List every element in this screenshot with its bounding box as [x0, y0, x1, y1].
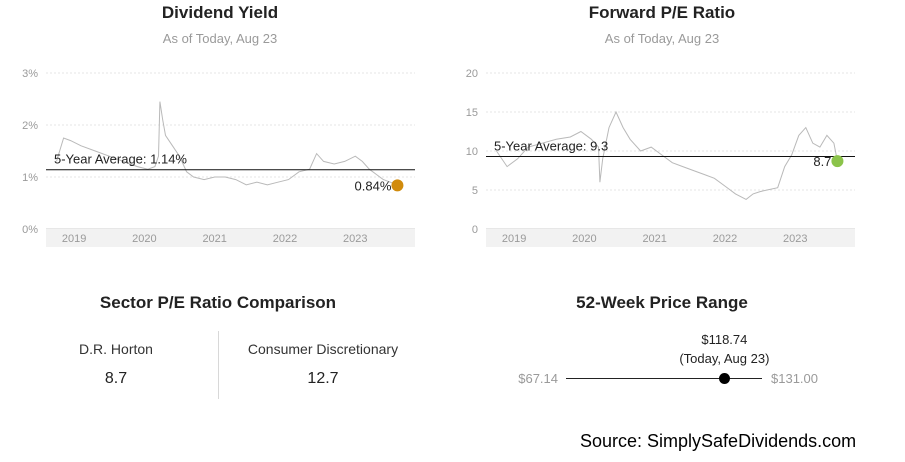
- y-tick-label: 0: [472, 224, 478, 236]
- dividend-yield-chart: 3% 2% 1% 0% 2019 2020 2021 2022 2023 5-Year Avera…: [22, 68, 415, 247]
- x-tick-label: 2023: [343, 233, 367, 245]
- plot-area: [46, 73, 415, 229]
- y-tick-label: 0%: [22, 224, 38, 236]
- x-tick-label: 2019: [62, 233, 86, 245]
- average-label: 5-Year Average: 9.3: [494, 138, 608, 153]
- last-value-label: 8.7: [813, 154, 831, 169]
- y-tick-label: 5: [472, 185, 478, 197]
- company-pe-value: 8.7: [104, 370, 128, 387]
- forward-pe-subtitle: As of Today, Aug 23: [604, 31, 720, 46]
- y-tick-label: 15: [466, 107, 478, 119]
- dividend-yield-subtitle: As of Today, Aug 23: [162, 31, 278, 46]
- series-line: [56, 101, 398, 186]
- current-price: $118.74: [701, 332, 748, 347]
- company-name: D.R. Horton: [79, 341, 153, 357]
- forward-pe-chart: 20 15 10 5 0 2019 2020 2021 2022 2023 5-Year Avera…: [466, 68, 855, 247]
- dividend-yield-title: Dividend Yield: [161, 3, 279, 22]
- y-tick-label: 10: [466, 146, 478, 158]
- range-low-label: $67.14: [518, 371, 558, 386]
- last-value-dot: [831, 155, 844, 168]
- y-tick-label: 3%: [22, 68, 38, 80]
- x-tick-label: 2019: [502, 233, 526, 245]
- y-tick-label: 2%: [22, 120, 38, 132]
- x-tick-label: 2020: [572, 233, 596, 245]
- x-axis-band: [486, 229, 855, 247]
- x-axis-band: [46, 229, 415, 247]
- source-credit: Source: SimplySafeDividends.com: [580, 431, 857, 451]
- x-tick-label: 2021: [642, 233, 666, 245]
- price-range-title: 52-Week Price Range: [576, 293, 748, 312]
- x-tick-label: 2022: [713, 233, 737, 245]
- sector-comparison-title: Sector P/E Ratio Comparison: [99, 293, 337, 312]
- y-tick-label: 20: [466, 68, 478, 80]
- range-high-label: $131.00: [771, 371, 818, 386]
- sector-name: Consumer Discretionary: [247, 341, 399, 357]
- series-line: [496, 110, 838, 200]
- sector-pe-value: 12.7: [307, 370, 339, 387]
- range-track: [566, 378, 762, 379]
- last-value-dot: [391, 179, 404, 192]
- y-tick-label: 1%: [22, 172, 38, 184]
- x-tick-label: 2021: [202, 233, 226, 245]
- last-value-label: 0.84%: [355, 178, 392, 193]
- forward-pe-title: Forward P/E Ratio: [588, 3, 736, 22]
- current-price-marker: [718, 373, 730, 384]
- comparison-divider: [218, 331, 219, 399]
- x-tick-label: 2020: [132, 233, 156, 245]
- x-tick-label: 2022: [273, 233, 297, 245]
- x-tick-label: 2023: [783, 233, 807, 245]
- current-price-note: (Today, Aug 23): [679, 351, 770, 366]
- average-label: 5-Year Average: 1.14%: [54, 152, 187, 167]
